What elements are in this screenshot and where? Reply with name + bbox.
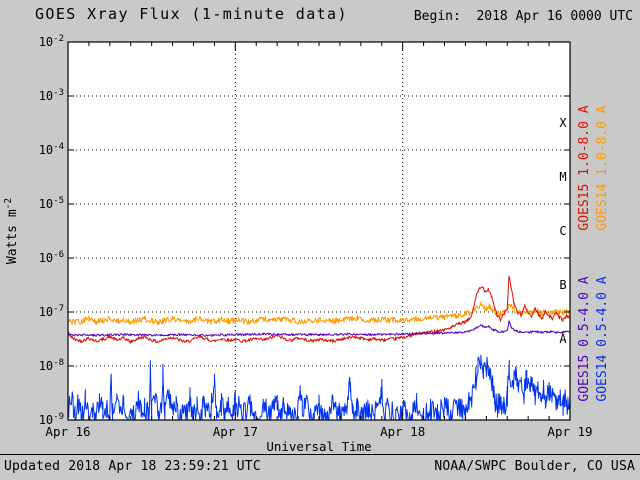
series-goes15-1-0-8-0-a [67,275,571,344]
flare-class-m: M [559,170,566,184]
source-credit: NOAA/SWPC Boulder, CO USA [434,459,635,474]
y-tick-label: 10-7 [39,304,64,319]
y-tick-label: 10-5 [39,196,64,211]
plot-area [68,42,570,420]
series-goes14-0-5-4-0-a [67,354,571,421]
legend-goes14-1-0-8-0-a: GOES14 1.0-8.0 A [595,105,610,230]
flare-class-a: A [559,332,567,346]
y-tick-label: 10-8 [39,358,64,373]
y-tick-label: 10-6 [39,250,64,265]
footer-divider [0,454,640,455]
series-goes14-1-0-8-0-a [67,302,571,326]
x-tick-label: Apr 17 [213,424,258,439]
updated-timestamp: Updated 2018 Apr 18 23:59:21 UTC [4,459,261,474]
flare-class-b: B [559,278,566,292]
x-tick-label: Apr 18 [380,424,425,439]
chart-title: GOES Xray Flux (1-minute data) [35,5,348,23]
begin-time-label: Begin: 2018 Apr 16 0000 UTC [413,9,633,24]
y-tick-label: 10-3 [39,88,64,103]
series-goes15-0-5-4-0-a [67,320,570,337]
legend-goes14-0-5-4-0-a: GOES14 0.5-4.0 A [595,276,610,401]
x-tick-label: Apr 16 [45,424,90,439]
y-tick-label: 10-2 [39,34,64,49]
legend-goes15-0-5-4-0-a: GOES15 0.5-4.0 A [577,276,592,401]
flare-class-x: X [559,116,567,130]
legend-goes15-1-0-8-0-a: GOES15 1.0-8.0 A [577,105,592,230]
y-tick-label: 10-4 [39,142,64,157]
flare-class-c: C [559,224,566,238]
x-tick-label: Apr 19 [547,424,592,439]
y-tick-label: 10-9 [39,412,64,427]
y-axis-title: Watts m-2 [3,198,20,264]
x-axis-title: Universal Time [266,439,371,454]
